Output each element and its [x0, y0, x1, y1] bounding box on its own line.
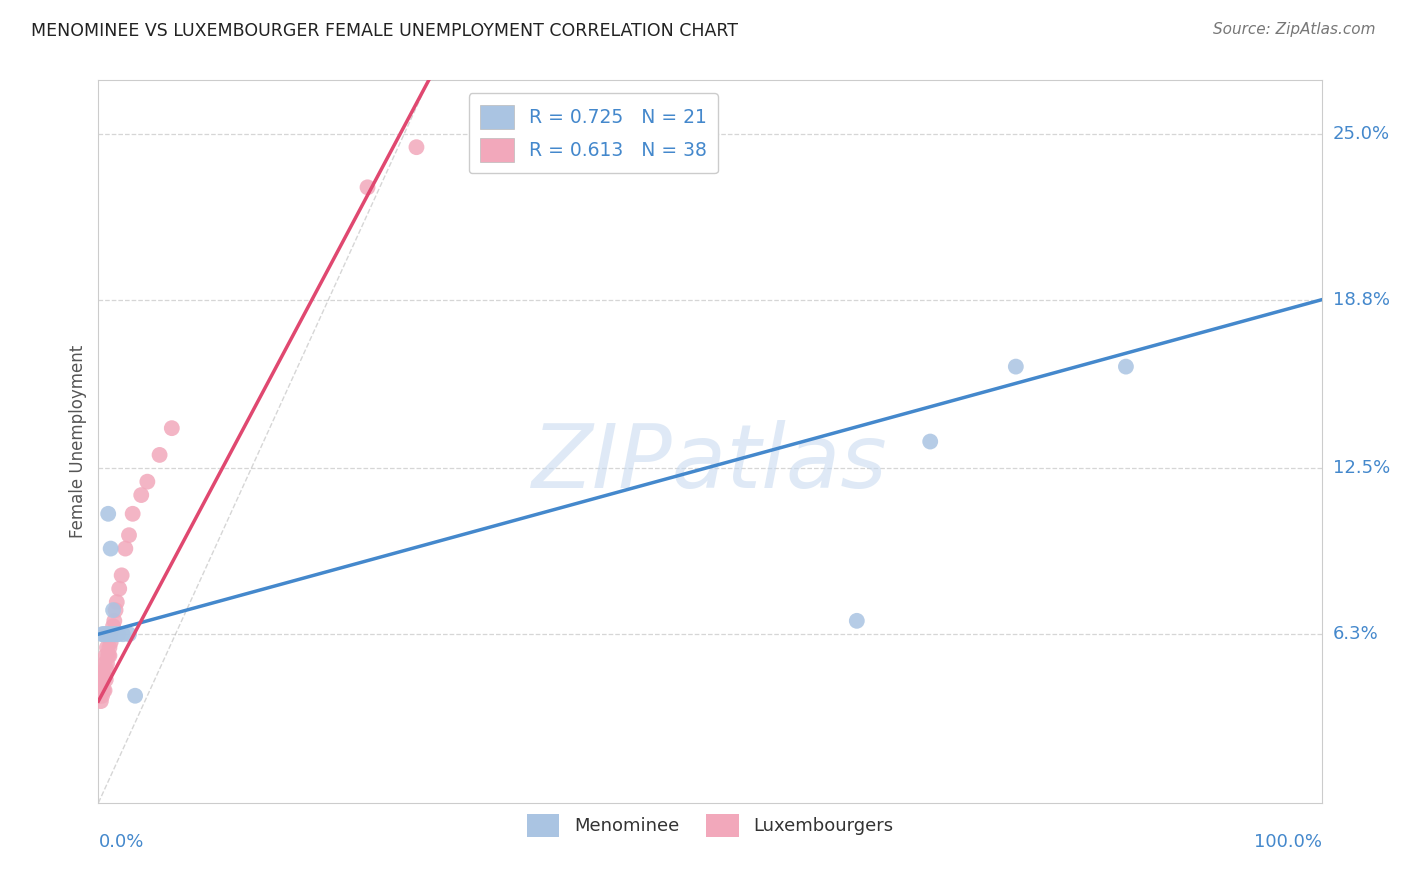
Point — [920, 434, 942, 449]
Point — [90, 678, 112, 692]
Text: 0.0%: 0.0% — [98, 833, 143, 851]
Point — [1115, 359, 1137, 374]
Point — [90, 694, 112, 708]
Point — [160, 421, 183, 435]
Point — [91, 681, 114, 695]
Point — [104, 627, 127, 641]
Point — [104, 603, 127, 617]
Point — [91, 689, 114, 703]
Point — [93, 627, 115, 641]
Point — [91, 667, 114, 681]
Point — [124, 689, 146, 703]
Point — [114, 541, 136, 556]
Point — [118, 528, 141, 542]
Point — [96, 657, 118, 671]
Point — [97, 648, 120, 663]
Point — [98, 640, 121, 655]
Point — [103, 614, 125, 628]
Point — [96, 640, 118, 655]
Point — [356, 180, 378, 194]
Point — [111, 627, 134, 641]
Point — [108, 582, 131, 596]
Point — [101, 627, 124, 641]
Point — [94, 648, 117, 663]
Point — [149, 448, 172, 462]
Point — [96, 627, 118, 641]
Legend: Menominee, Luxembourgers: Menominee, Luxembourgers — [520, 806, 900, 845]
Point — [98, 648, 121, 663]
Point — [94, 673, 117, 687]
Point — [97, 507, 120, 521]
Point — [98, 627, 121, 641]
Point — [129, 488, 152, 502]
Point — [118, 627, 141, 641]
Text: 18.8%: 18.8% — [1333, 291, 1389, 309]
Point — [93, 683, 115, 698]
Text: MENOMINEE VS LUXEMBOURGER FEMALE UNEMPLOYMENT CORRELATION CHART: MENOMINEE VS LUXEMBOURGER FEMALE UNEMPLO… — [31, 22, 738, 40]
Point — [98, 627, 121, 641]
Point — [103, 627, 125, 641]
Point — [100, 627, 122, 641]
Text: ZIPatlas: ZIPatlas — [533, 420, 887, 507]
Point — [94, 662, 117, 676]
Point — [107, 627, 129, 641]
Point — [845, 614, 868, 628]
Point — [100, 635, 122, 649]
Point — [101, 603, 124, 617]
Point — [101, 619, 124, 633]
Point — [136, 475, 159, 489]
Point — [100, 541, 122, 556]
Point — [97, 627, 120, 641]
Point — [89, 689, 111, 703]
Point — [105, 627, 128, 641]
Point — [105, 595, 128, 609]
Point — [94, 627, 117, 641]
Point — [1004, 359, 1026, 374]
Point — [91, 673, 114, 687]
Text: 6.3%: 6.3% — [1333, 625, 1378, 643]
Y-axis label: Female Unemployment: Female Unemployment — [69, 345, 87, 538]
Text: Source: ZipAtlas.com: Source: ZipAtlas.com — [1212, 22, 1375, 37]
Point — [405, 140, 427, 154]
Point — [111, 568, 134, 582]
Point — [93, 670, 115, 684]
Point — [91, 627, 114, 641]
Point — [91, 627, 114, 641]
Point — [91, 683, 114, 698]
Text: 25.0%: 25.0% — [1333, 125, 1391, 143]
Point — [121, 507, 143, 521]
Point — [93, 657, 115, 671]
Text: 12.5%: 12.5% — [1333, 459, 1391, 477]
Text: 100.0%: 100.0% — [1254, 833, 1322, 851]
